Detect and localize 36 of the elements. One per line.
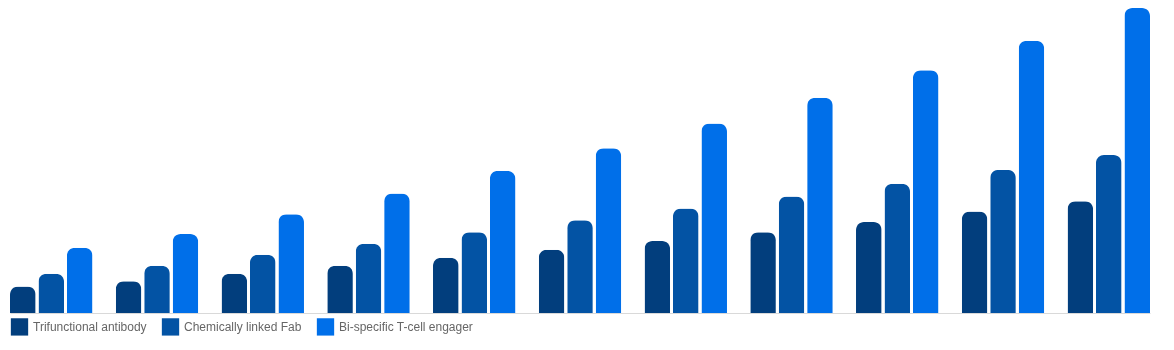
bar (66, 247, 93, 313)
bar (172, 234, 199, 313)
bar (249, 254, 276, 313)
bar (384, 193, 410, 313)
bar (884, 183, 911, 313)
bar (990, 169, 1016, 313)
bar (856, 222, 882, 313)
legend-label: Chemically linked Fab (184, 319, 302, 334)
bar (461, 232, 488, 313)
bar (701, 123, 727, 313)
bar (327, 265, 353, 313)
bar (644, 241, 671, 313)
bar (10, 286, 36, 313)
bar (750, 232, 776, 313)
bar (221, 273, 248, 313)
bar (38, 273, 65, 313)
bar (1067, 201, 1094, 313)
bar (115, 281, 142, 313)
legend-label: Bi-specific T-cell engager (339, 319, 473, 334)
bar (672, 208, 699, 313)
bar (489, 170, 516, 313)
bar (1018, 40, 1045, 313)
legend-label: Trifunctional antibody (33, 319, 147, 334)
bar (144, 265, 170, 313)
bar (1124, 8, 1150, 313)
bar (355, 243, 382, 313)
bar (1095, 155, 1122, 313)
bar (433, 257, 459, 313)
bar (961, 211, 988, 313)
bar (278, 214, 304, 313)
bar (912, 70, 939, 313)
bar (567, 220, 593, 313)
bar (778, 196, 805, 313)
bar (595, 148, 622, 313)
bar (807, 97, 833, 313)
bar (538, 249, 565, 313)
